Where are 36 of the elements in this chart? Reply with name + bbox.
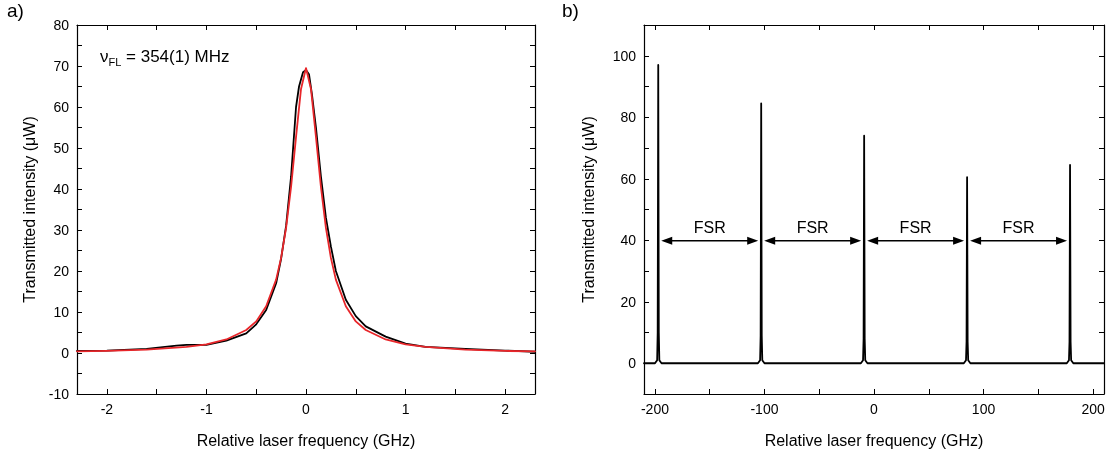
x-tick-label: 1 xyxy=(401,401,410,417)
x-tick-label: -100 xyxy=(750,401,779,417)
y-tick-label: 60 xyxy=(620,170,637,187)
y-tick-label: 0 xyxy=(61,345,70,361)
y-tick-label: 60 xyxy=(53,99,70,115)
x-axis-title: Relative laser frequency (GHz) xyxy=(196,431,416,449)
y-tick-label: 70 xyxy=(53,58,70,74)
y-axis-title: Transmitted intensity (μW) xyxy=(579,116,597,303)
x-tick-label: 2 xyxy=(501,401,510,417)
y-tick-label: 30 xyxy=(53,222,70,238)
y-tick-label: 40 xyxy=(620,232,637,249)
y-tick-label: 80 xyxy=(620,109,637,126)
annotation: FSR xyxy=(693,218,726,236)
y-axis-title: Transmitted intensity (μW) xyxy=(20,116,38,303)
y-tick-label: 100 xyxy=(612,47,637,64)
x-tick-label: -1 xyxy=(200,401,213,417)
y-tick-label: 80 xyxy=(53,17,70,33)
annotation: FSR xyxy=(796,218,829,236)
x-tick-label: -2 xyxy=(100,401,114,417)
chart-title: a) xyxy=(7,0,24,21)
y-tick-label: 50 xyxy=(53,140,70,156)
chart-title: b) xyxy=(562,0,579,21)
y-tick-label: 40 xyxy=(53,181,70,197)
y-tick-label: 20 xyxy=(620,293,637,310)
x-tick-label: 100 xyxy=(971,401,996,417)
x-tick-label: -200 xyxy=(640,401,670,417)
annotation: FSR xyxy=(1002,218,1035,236)
x-tick-label: 0 xyxy=(302,401,311,417)
x-axis-title: Relative laser frequency (GHz) xyxy=(764,431,984,449)
y-tick-label: 10 xyxy=(53,304,70,320)
x-tick-label: 200 xyxy=(1081,401,1105,417)
y-tick-label: -10 xyxy=(48,386,70,402)
y-tick-label: 20 xyxy=(53,263,70,279)
y-tick-label: 0 xyxy=(628,355,637,372)
x-tick-label: 0 xyxy=(870,401,879,417)
annotation: FSR xyxy=(899,218,932,236)
